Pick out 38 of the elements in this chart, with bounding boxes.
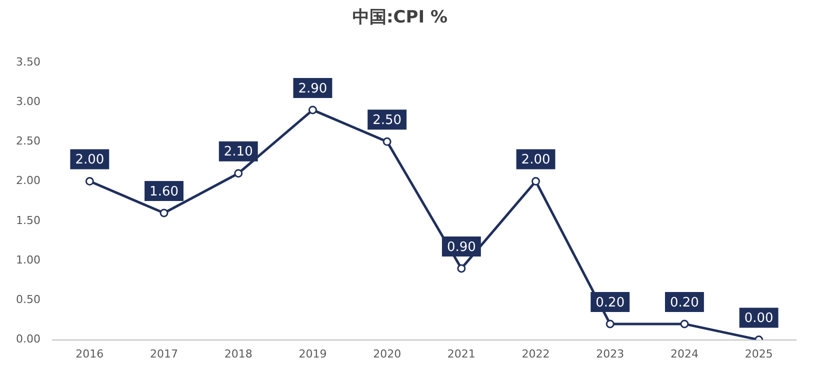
point (308, 106, 317, 114)
data-label: 0.20 (670, 295, 699, 310)
x-tick-label: 2019 (298, 347, 327, 360)
data-label: 0.00 (744, 311, 774, 326)
y-tick-label: 0.00 (16, 332, 40, 346)
x-tick-label: 2018 (224, 347, 252, 360)
data-label: 1.60 (150, 184, 178, 200)
data-label: 2.50 (372, 113, 402, 128)
point (532, 177, 540, 186)
y-tick-label: 1.50 (16, 214, 40, 227)
point (234, 169, 243, 178)
y-tick-label: 3.00 (16, 94, 40, 108)
y-tick-label: 1.00 (16, 253, 40, 266)
point (382, 137, 392, 146)
data-label: 2.00 (521, 152, 550, 168)
data-label: 0.20 (596, 295, 625, 310)
x-tick-label: 2024 (670, 347, 698, 360)
point (160, 208, 168, 218)
point (680, 320, 689, 328)
y-tick-label: 0.50 (16, 293, 40, 306)
data-label: 2.10 (224, 144, 253, 160)
point (85, 177, 94, 186)
x-tick-label: 2021 (447, 347, 476, 360)
data-label: 0.90 (446, 240, 476, 255)
point (457, 264, 466, 273)
data-label: 2.90 (298, 81, 328, 96)
y-tick-label: 2.00 (16, 174, 40, 188)
point (606, 320, 614, 328)
y-tick-label: 3.50 (16, 55, 40, 68)
x-tick-label: 2020 (373, 347, 402, 360)
data-label: 2.00 (75, 152, 104, 168)
x-tick-label: 2016 (76, 347, 104, 360)
y-tick-label: 2.50 (16, 134, 40, 148)
x-tick-label: 2022 (522, 347, 550, 360)
x-tick-label: 2023 (596, 347, 624, 360)
chart-title: 中国:CPI % (352, 8, 448, 28)
x-tick-label: 2025 (744, 347, 773, 360)
x-tick-label: 2017 (150, 347, 178, 360)
